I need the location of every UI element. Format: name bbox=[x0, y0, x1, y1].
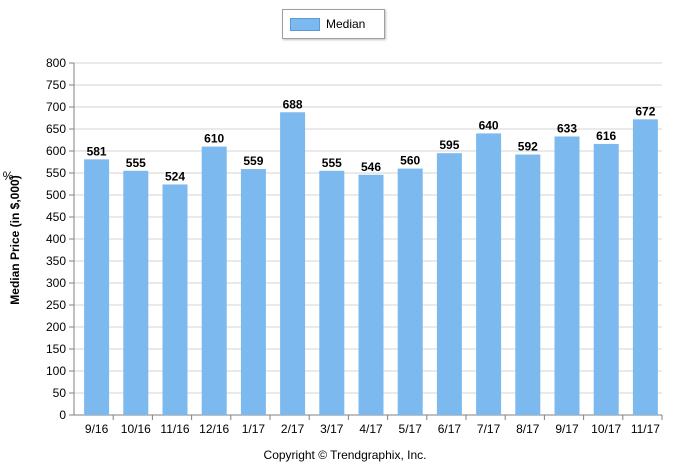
y-tick-label: 100 bbox=[46, 364, 66, 378]
bar bbox=[162, 184, 188, 415]
bar bbox=[632, 119, 658, 415]
data-label: 640 bbox=[479, 118, 499, 132]
y-tick-label: 450 bbox=[46, 210, 66, 224]
data-label: 555 bbox=[126, 156, 146, 170]
x-tick-label: 9/16 bbox=[85, 422, 109, 436]
x-tick-label: 11/17 bbox=[631, 422, 660, 436]
bar bbox=[240, 169, 266, 415]
data-label: 595 bbox=[439, 138, 459, 152]
legend-label-median: Median bbox=[326, 17, 366, 31]
bar bbox=[515, 154, 541, 415]
y-tick-label: 600 bbox=[46, 144, 66, 158]
data-label: 581 bbox=[87, 144, 107, 158]
legend-swatch-median bbox=[290, 17, 320, 31]
bar bbox=[358, 174, 384, 415]
y-tick-label: 550 bbox=[46, 166, 66, 180]
bar bbox=[319, 170, 345, 415]
bar bbox=[436, 153, 462, 415]
bar bbox=[123, 170, 149, 415]
x-tick-label: 2/17 bbox=[281, 422, 305, 436]
x-tick-label: 3/17 bbox=[320, 422, 344, 436]
y-tick-label: 350 bbox=[46, 254, 66, 268]
data-label: 555 bbox=[322, 156, 342, 170]
y-tick-label: 150 bbox=[46, 342, 66, 356]
y-tick-label: 300 bbox=[46, 276, 66, 290]
x-tick-label: 10/17 bbox=[591, 422, 621, 436]
bar bbox=[476, 133, 502, 415]
y-tick-label: 200 bbox=[46, 320, 66, 334]
data-label: 672 bbox=[635, 104, 655, 118]
x-tick-label: 7/17 bbox=[477, 422, 501, 436]
data-label: 592 bbox=[518, 140, 538, 154]
x-tick-label: 6/17 bbox=[438, 422, 462, 436]
bar bbox=[201, 146, 227, 415]
y-tick-label: 0 bbox=[59, 408, 66, 422]
x-tick-label: 11/16 bbox=[160, 422, 189, 436]
x-tick-label: 9/17 bbox=[555, 422, 579, 436]
data-label: 559 bbox=[243, 154, 263, 168]
chart-legend: Median bbox=[282, 9, 385, 39]
data-label: 610 bbox=[204, 132, 224, 146]
y-tick-label: 750 bbox=[46, 78, 66, 92]
copyright-text: Copyright © Trendgraphix, Inc. bbox=[263, 448, 427, 462]
data-label: 616 bbox=[596, 129, 616, 143]
data-label: 633 bbox=[557, 121, 577, 135]
y-tick-label: 400 bbox=[46, 232, 66, 246]
bar bbox=[397, 168, 423, 415]
x-tick-label: 8/17 bbox=[516, 422, 540, 436]
y-tick-label: 50 bbox=[53, 386, 67, 400]
data-label: 560 bbox=[400, 154, 420, 168]
data-label: 546 bbox=[361, 160, 381, 174]
y-tick-label: 700 bbox=[46, 100, 66, 114]
y-tick-label: 650 bbox=[46, 122, 66, 136]
data-label: 524 bbox=[165, 169, 185, 183]
bar bbox=[84, 159, 110, 415]
x-tick-label: 10/16 bbox=[121, 422, 151, 436]
x-tick-label: 1/17 bbox=[242, 422, 266, 436]
bar bbox=[554, 136, 580, 416]
bar bbox=[280, 112, 306, 415]
y-tick-label: 250 bbox=[46, 298, 66, 312]
y-tick-label: 800 bbox=[46, 56, 66, 70]
y-tick-label: 500 bbox=[46, 188, 66, 202]
x-tick-label: 5/17 bbox=[399, 422, 423, 436]
bar bbox=[593, 143, 619, 415]
data-label: 688 bbox=[283, 97, 303, 111]
x-tick-label: 12/16 bbox=[199, 422, 229, 436]
x-tick-label: 4/17 bbox=[359, 422, 383, 436]
